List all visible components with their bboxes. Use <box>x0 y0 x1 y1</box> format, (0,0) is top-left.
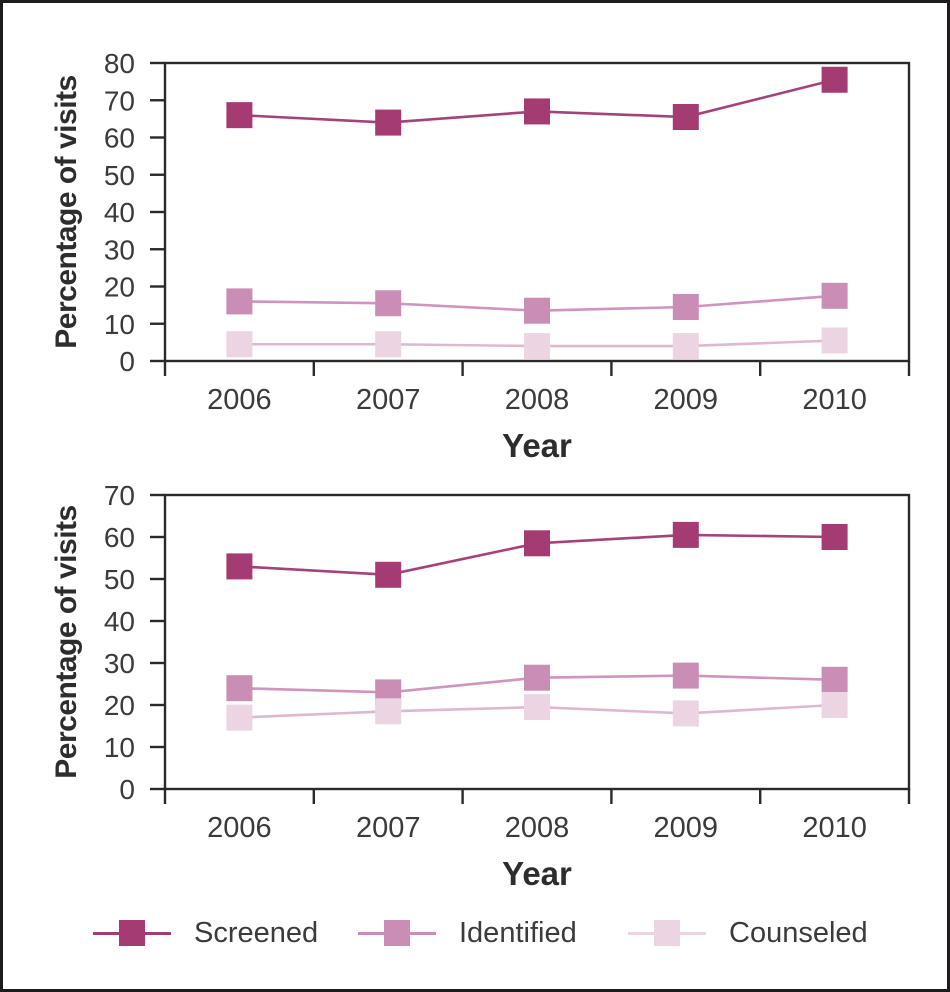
svg-text:2008: 2008 <box>505 812 570 844</box>
legend-label: Counseled <box>729 916 868 949</box>
svg-text:30: 30 <box>104 648 135 679</box>
legend-label: Screened <box>194 916 319 949</box>
svg-text:2006: 2006 <box>207 384 272 416</box>
x-axis-title-bottom: Year <box>502 855 572 892</box>
svg-text:40: 40 <box>104 606 135 637</box>
svg-text:40: 40 <box>104 197 135 228</box>
svg-text:0: 0 <box>119 346 135 377</box>
y-axis-title-top: Percentage of visits <box>50 75 83 349</box>
svg-text:70: 70 <box>104 480 135 511</box>
svg-text:2009: 2009 <box>654 384 719 416</box>
top-line-chart: 0 10 20 30 40 50 60 70 80 2006 2007 2008 2009 2010 <box>104 48 911 416</box>
svg-text:60: 60 <box>104 522 135 553</box>
x-axis-title-top: Year <box>502 427 572 464</box>
svg-text:70: 70 <box>104 85 135 116</box>
svg-text:20: 20 <box>104 690 135 721</box>
y-axis-title-bottom: Percentage of visits <box>50 505 83 779</box>
svg-text:2007: 2007 <box>356 812 421 844</box>
svg-text:10: 10 <box>104 309 135 340</box>
legend-label: Identified <box>459 916 577 949</box>
svg-text:10: 10 <box>104 732 135 763</box>
svg-text:30: 30 <box>104 234 135 265</box>
svg-text:2010: 2010 <box>802 384 867 416</box>
legend-item-identified: Identified <box>358 909 577 957</box>
svg-text:20: 20 <box>104 272 135 303</box>
legend-item-counseled: Counseled <box>628 909 868 957</box>
svg-text:2007: 2007 <box>356 384 421 416</box>
screened-marker-icon <box>93 920 171 946</box>
identified-marker-icon <box>358 920 436 946</box>
svg-text:2009: 2009 <box>654 812 719 844</box>
svg-text:50: 50 <box>104 160 135 191</box>
svg-text:80: 80 <box>104 48 135 79</box>
svg-text:0: 0 <box>119 774 135 805</box>
svg-text:60: 60 <box>104 123 135 154</box>
legend-item-screened: Screened <box>93 909 318 957</box>
svg-text:2008: 2008 <box>505 384 570 416</box>
svg-text:2010: 2010 <box>802 812 867 844</box>
counseled-marker-icon <box>628 920 706 946</box>
legend: Screened Identified Counseled <box>3 909 947 957</box>
svg-text:2006: 2006 <box>207 812 272 844</box>
svg-text:50: 50 <box>104 564 135 595</box>
bottom-line-chart: 0 10 20 30 40 50 60 70 2006 2007 2008 2009 2010 <box>104 480 911 844</box>
